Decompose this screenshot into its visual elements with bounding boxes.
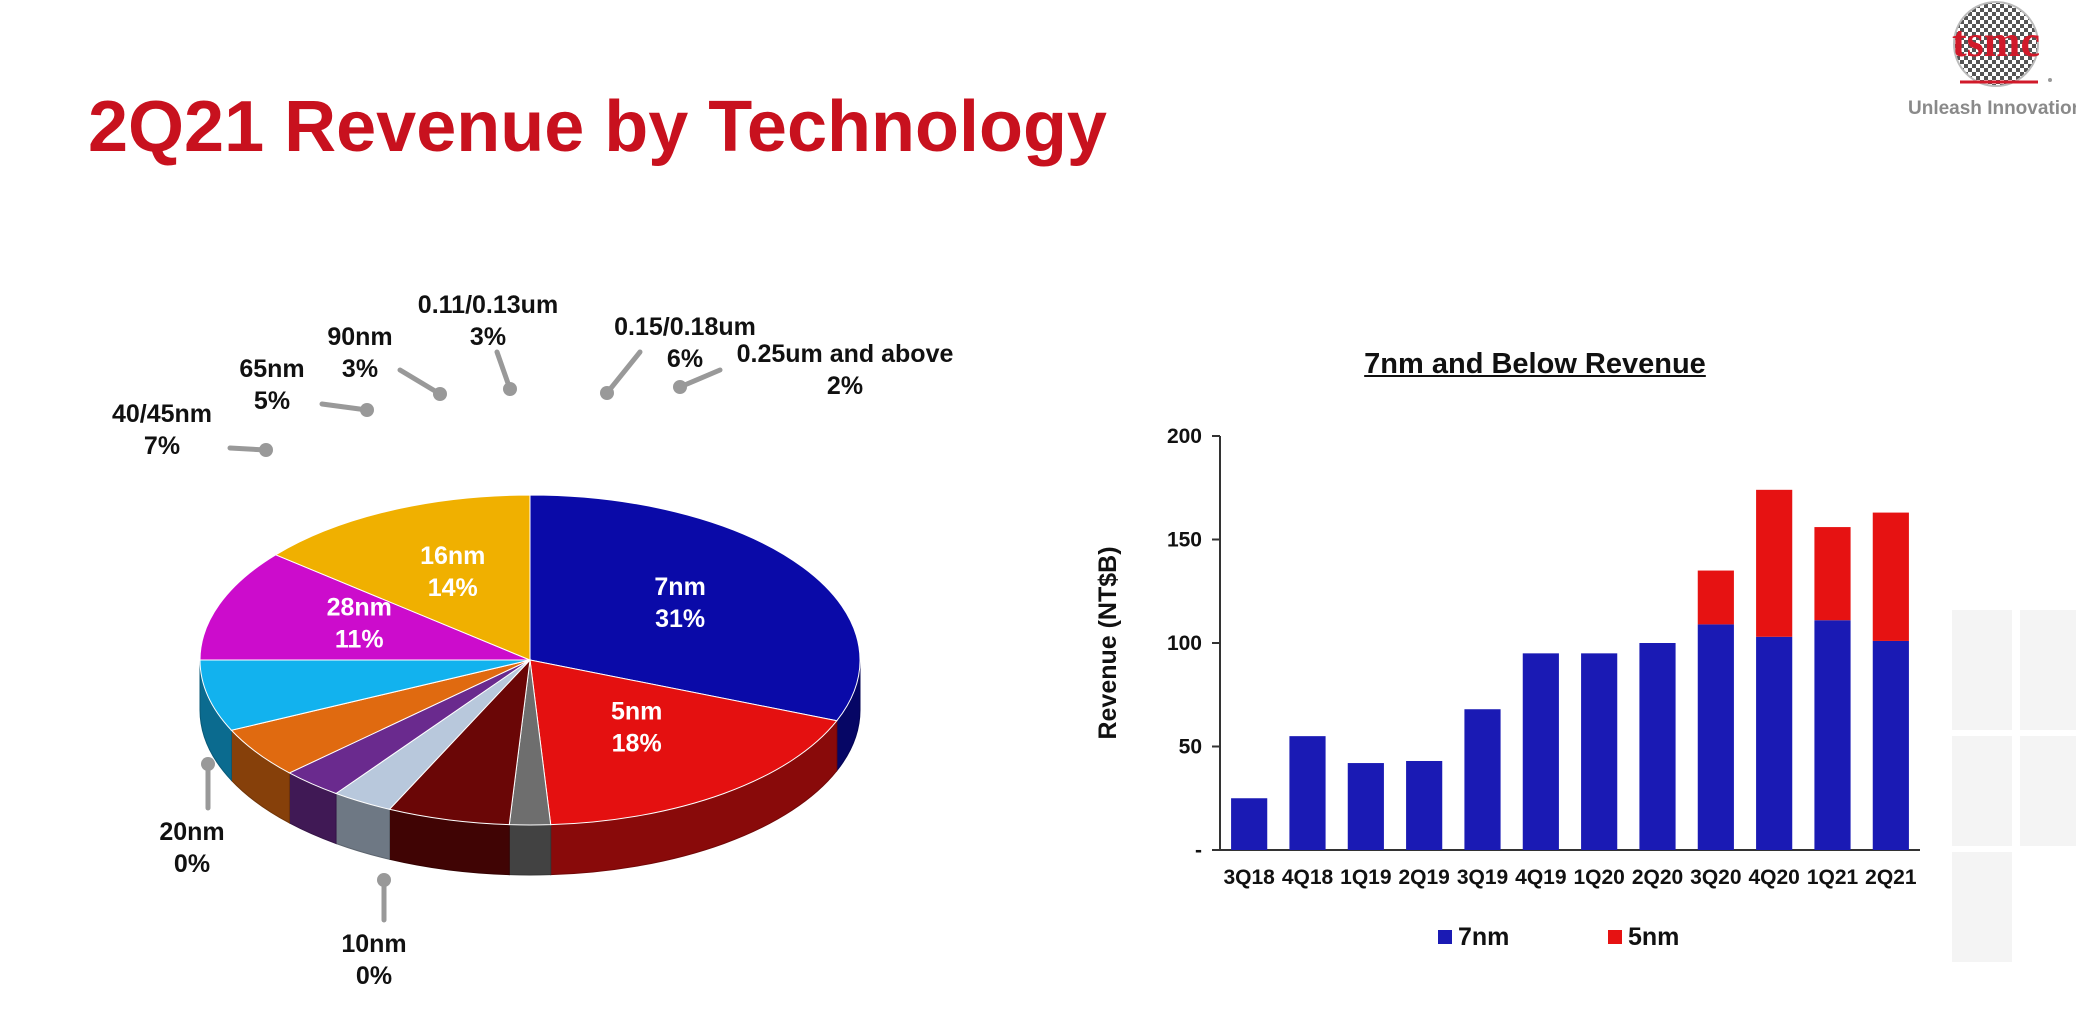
pie-leader-line-0-15-0-18um: [604, 349, 643, 396]
pie-slices: [199, 494, 861, 826]
bar-5nm-3q20: [1697, 570, 1734, 625]
bar-7nm-3q20: [1697, 624, 1734, 850]
bar-7nm-1q21: [1814, 620, 1851, 850]
pie-side-0-25um-and-above: [508, 824, 552, 876]
pie-value-20nm: 0%: [174, 850, 210, 878]
page-title: 2Q21 Revenue by Technology: [88, 87, 1107, 167]
pie-leader-dot-65nm: [360, 403, 374, 417]
x-tick-label: 1Q21: [1807, 866, 1859, 889]
pie-leader-dot-0-11-0-13um: [503, 382, 517, 396]
x-tick-label: 3Q18: [1223, 866, 1275, 889]
bar-7nm-4q20: [1756, 636, 1793, 850]
bar-5nm-4q20: [1756, 489, 1793, 637]
bar-chart-title: 7nm and Below Revenue: [1364, 348, 1706, 380]
y-tick-label: -: [1195, 839, 1202, 862]
legend-swatch-7nm: [1438, 930, 1452, 944]
bar-7nm-2q21: [1872, 640, 1909, 850]
y-axis-title: Revenue (NT$B): [1094, 546, 1122, 739]
x-tick-label: 3Q19: [1457, 866, 1508, 889]
x-tick-label: 4Q19: [1515, 866, 1566, 889]
legend-label-5nm: 5nm: [1628, 923, 1679, 951]
background-panel: [1952, 610, 2012, 730]
y-tick-label: 50: [1179, 736, 1202, 759]
pie-labels: 7nm 31% 5nm 18% 0.25um and above 2% 0.15/0.18u…: [112, 291, 954, 990]
legend-swatch-5nm: [1608, 930, 1622, 944]
bar-7nm-4q19: [1522, 653, 1559, 850]
background-panel: [1952, 736, 2012, 846]
pie-side-walls: [199, 659, 861, 876]
bar-7nm-2q20: [1639, 643, 1676, 850]
background-panel: [2020, 736, 2076, 846]
x-tick-label: 2Q20: [1632, 866, 1683, 889]
pie-label-20nm: 20nm: [159, 818, 224, 846]
pie-value-65nm: 5%: [254, 387, 290, 415]
pie-slice-16nm: [274, 494, 531, 661]
pie-value-28nm: 11%: [335, 625, 384, 653]
logo-tagline: Unleash Innovation: [1908, 98, 2076, 119]
seven-nm-and-below-revenue-bar-chart: - 50 100 150 200 Revenue (NT$B) 3Q18 4Q18 1Q19 2Q…: [1094, 425, 1920, 951]
background-panel: [2020, 610, 2076, 730]
bars: [1231, 489, 1909, 850]
x-tick-label: 1Q19: [1340, 866, 1391, 889]
bar-7nm-4q18: [1289, 736, 1326, 850]
background-panel: [1952, 852, 2012, 962]
bar-5nm-2q21: [1872, 512, 1909, 641]
tsmc-logo: tsmc: [1952, 1, 2052, 87]
pie-slice-0-15-0-18um: [388, 658, 531, 826]
pie-value-10nm: 0%: [356, 962, 392, 990]
pie-slice-7nm: [529, 494, 861, 722]
pie-label-5nm: 5nm: [611, 697, 662, 725]
x-tick-label: 2Q19: [1398, 866, 1449, 889]
pie-leader-dot-0-25um-and-above: [673, 380, 687, 394]
logo-text: tsmc: [1952, 17, 2040, 66]
bar-5nm-1q21: [1814, 527, 1851, 621]
pie-slice-40-45nm: [199, 659, 531, 731]
pie-label-10nm: 10nm: [341, 930, 406, 958]
pie-leader-dot-0-15-0-18um: [600, 386, 614, 400]
pie-leader-line-0-25um-and-above: [677, 367, 723, 390]
pie-value-0-11-0-13um: 3%: [470, 323, 506, 351]
pie-leader-line-65nm: [319, 401, 370, 413]
pie-value-5nm: 18%: [612, 729, 662, 757]
pie-value-90nm: 3%: [342, 355, 378, 383]
pie-label-0-11-0-13um: 0.11/0.13um: [418, 291, 558, 319]
pie-label-0-25um-and-above: 0.25um and above: [737, 340, 954, 368]
x-tick-label: 1Q20: [1573, 866, 1624, 889]
bar-7nm-3q18: [1231, 798, 1268, 850]
pie-label-90nm: 90nm: [327, 323, 392, 351]
bar-7nm-2q19: [1406, 760, 1443, 850]
x-tick-label: 3Q20: [1690, 866, 1741, 889]
pie-slice-5nm: [529, 659, 838, 826]
pie-label-40-45nm: 40/45nm: [112, 400, 212, 428]
pie-label-7nm: 7nm: [654, 573, 705, 601]
x-tick-label: 4Q20: [1748, 866, 1799, 889]
pie-value-0-25um-and-above: 2%: [827, 372, 863, 400]
wafer-icon: [1953, 1, 2039, 87]
y-tick-label: 150: [1167, 529, 1202, 552]
pie-label-28nm: 28nm: [327, 593, 392, 621]
pie-value-40-45nm: 7%: [144, 432, 180, 460]
pie-label-16nm: 16nm: [420, 542, 485, 570]
pie-leader-dot-20nm: [201, 757, 215, 771]
bar-7nm-1q19: [1347, 763, 1384, 850]
pie-leader-dot-40-45nm: [259, 443, 273, 457]
pie-leader-line-90nm: [397, 367, 443, 397]
pie-label-0-15-0-18um: 0.15/0.18um: [614, 313, 756, 341]
y-tick-label: 100: [1167, 632, 1202, 655]
pie-slice-28nm: [199, 554, 531, 661]
revenue-by-technology-pie-chart: 7nm 31% 5nm 18% 0.25um and above 2% 0.15/0.18u…: [112, 291, 954, 990]
pie-leader-dot-90nm: [433, 387, 447, 401]
y-tick-label: 200: [1167, 425, 1202, 448]
pie-label-65nm: 65nm: [239, 355, 304, 383]
legend-label-7nm: 7nm: [1458, 923, 1509, 951]
bar-7nm-3q19: [1464, 709, 1501, 850]
pie-value-7nm: 31%: [655, 605, 705, 633]
pie-value-16nm: 14%: [428, 574, 478, 602]
x-tick-label: 2Q21: [1865, 866, 1917, 889]
x-tick-label: 4Q18: [1282, 866, 1334, 889]
bar-legend: 7nm 5nm: [1438, 923, 1679, 951]
pie-leader-dot-10nm: [377, 873, 391, 887]
pie-value-0-15-0-18um: 6%: [667, 345, 703, 373]
bar-7nm-1q20: [1581, 653, 1618, 850]
